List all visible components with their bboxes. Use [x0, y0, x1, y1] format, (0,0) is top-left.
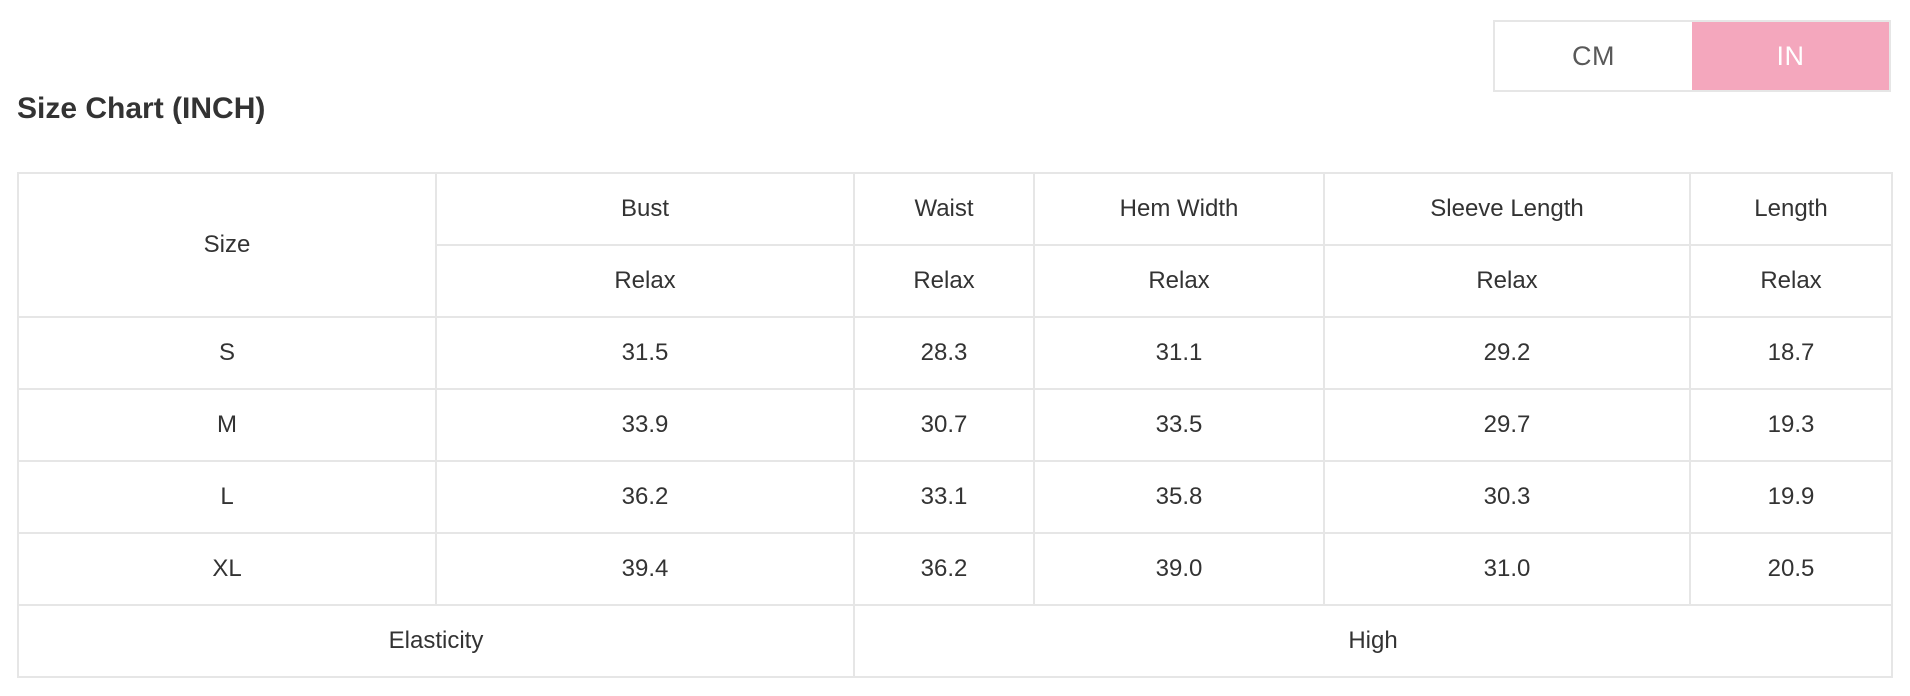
value-cell: 35.8 — [1033, 460, 1325, 534]
value-cell: 33.9 — [435, 388, 855, 462]
col-header-sleeve-length: Sleeve Length — [1323, 172, 1691, 246]
value-cell: 39.0 — [1033, 532, 1325, 606]
value-cell: 30.7 — [853, 388, 1035, 462]
col-header-hem-width: Hem Width — [1033, 172, 1325, 246]
col-header-size: Size — [17, 172, 437, 318]
value-cell: 20.5 — [1689, 532, 1893, 606]
unit-in-button[interactable]: IN — [1692, 22, 1889, 90]
fit-cell-waist: Relax — [853, 244, 1035, 318]
table-row-elasticity: Elasticity High — [17, 604, 1893, 678]
elasticity-value-cell: High — [853, 604, 1893, 678]
value-cell: 33.5 — [1033, 388, 1325, 462]
header-row-fit: Relax Relax Relax Relax Relax — [18, 244, 1893, 318]
table-row-m: M 33.9 30.7 33.5 29.7 19.3 — [17, 388, 1893, 462]
size-cell: XL — [17, 532, 437, 606]
elasticity-label-cell: Elasticity — [17, 604, 855, 678]
page-title: Size Chart (INCH) — [17, 92, 266, 125]
value-cell: 31.0 — [1323, 532, 1691, 606]
col-header-length: Length — [1689, 172, 1893, 246]
fit-cell-bust: Relax — [435, 244, 855, 318]
value-cell: 36.2 — [853, 532, 1035, 606]
value-cell: 36.2 — [435, 460, 855, 534]
value-cell: 30.3 — [1323, 460, 1691, 534]
fit-cell-sleeve-length: Relax — [1323, 244, 1691, 318]
size-cell: M — [17, 388, 437, 462]
col-header-waist: Waist — [853, 172, 1035, 246]
table-row-l: L 36.2 33.1 35.8 30.3 19.9 — [17, 460, 1893, 534]
fit-cell-hem-width: Relax — [1033, 244, 1325, 318]
table-row-xl: XL 39.4 36.2 39.0 31.0 20.5 — [17, 532, 1893, 606]
size-cell: S — [17, 316, 437, 390]
value-cell: 31.1 — [1033, 316, 1325, 390]
fit-cell-length: Relax — [1689, 244, 1893, 318]
value-cell: 29.7 — [1323, 388, 1691, 462]
value-cell: 19.9 — [1689, 460, 1893, 534]
value-cell: 28.3 — [853, 316, 1035, 390]
header-row-measures: Size Bust Waist Hem Width Sleeve Length … — [17, 172, 1893, 318]
value-cell: 19.3 — [1689, 388, 1893, 462]
value-cell: 18.7 — [1689, 316, 1893, 390]
unit-toggle: CM IN — [1493, 20, 1891, 92]
unit-cm-button[interactable]: CM — [1495, 22, 1692, 90]
size-cell: L — [17, 460, 437, 534]
size-chart-table: Size Bust Waist Hem Width Sleeve Length … — [17, 172, 1893, 678]
value-cell: 39.4 — [435, 532, 855, 606]
table-row-s: S 31.5 28.3 31.1 29.2 18.7 — [17, 316, 1893, 390]
value-cell: 29.2 — [1323, 316, 1691, 390]
col-header-bust: Bust — [435, 172, 855, 246]
value-cell: 33.1 — [853, 460, 1035, 534]
value-cell: 31.5 — [435, 316, 855, 390]
